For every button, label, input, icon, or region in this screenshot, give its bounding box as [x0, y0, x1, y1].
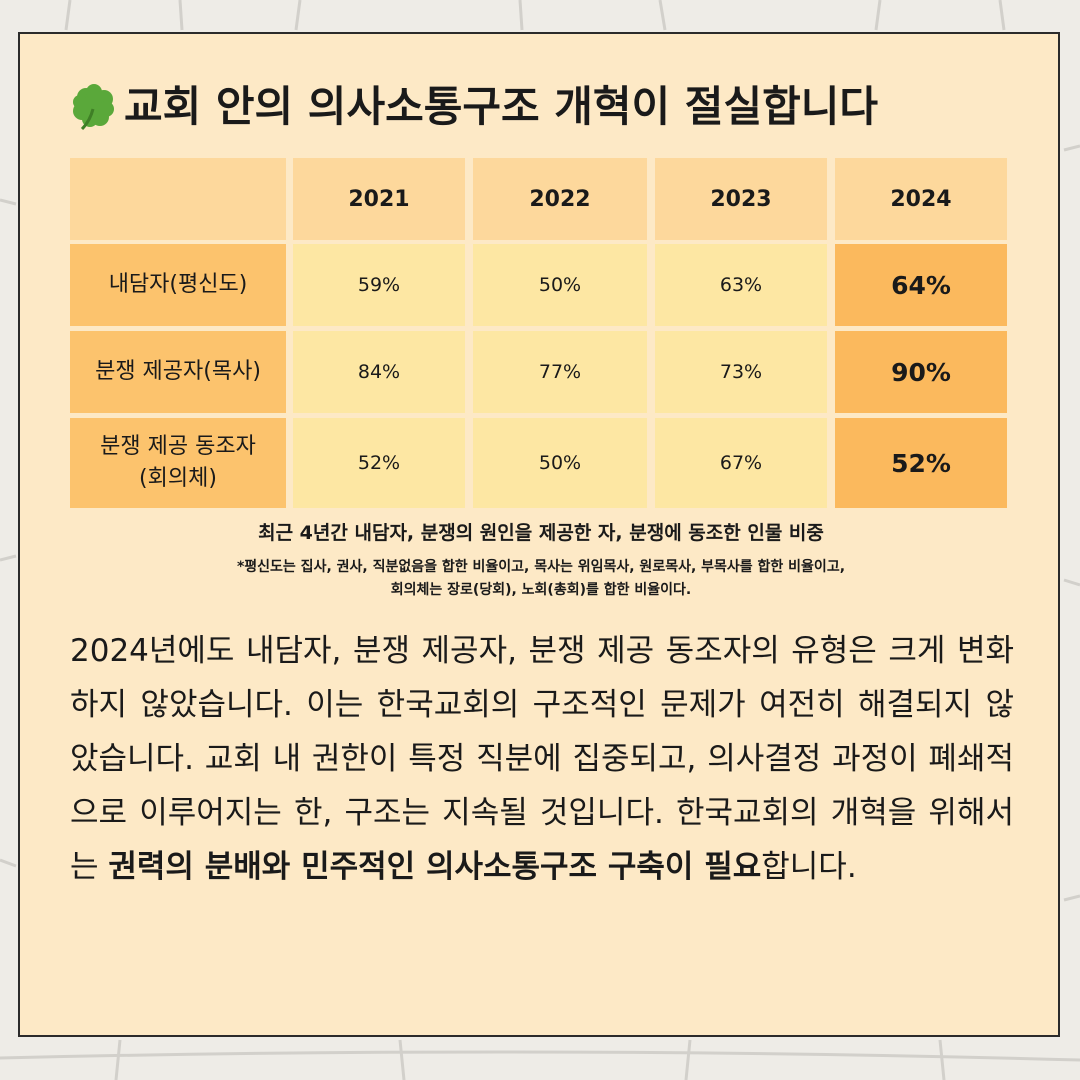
table-footnote: *평신도는 집사, 권사, 직분없음을 합한 비율이고, 목사는 위임목사, 원…: [20, 556, 1062, 602]
footnote-line: *평신도는 집사, 권사, 직분없음을 합한 비율이고, 목사는 위임목사, 원…: [236, 559, 846, 575]
table-cell: 50%: [473, 244, 647, 326]
row-label-laity: 내담자(평신도): [70, 244, 286, 326]
row-label-pastor: 분쟁 제공자(목사): [70, 331, 286, 413]
table-cell: 84%: [293, 331, 465, 413]
table-cell: 77%: [473, 331, 647, 413]
table-cell: 52%: [293, 418, 465, 508]
table-cell-highlight: 52%: [835, 418, 1007, 508]
table-header-2023: 2023: [655, 158, 827, 240]
table-cell: 73%: [655, 331, 827, 413]
table-cell: 63%: [655, 244, 827, 326]
table-cell: 59%: [293, 244, 465, 326]
page-title: 교회 안의 의사소통구조 개혁이 절실합니다: [68, 79, 878, 135]
table-header-empty: [70, 158, 286, 240]
body-text-end: 합니다.: [761, 849, 857, 885]
content-card: 교회 안의 의사소통구조 개혁이 절실합니다 2021 2022 2023 20…: [18, 32, 1060, 1037]
four-leaf-clover-icon: [73, 84, 114, 131]
table-caption: 최근 4년간 내담자, 분쟁의 원인을 제공한 자, 분쟁에 동조한 인물 비중: [258, 522, 824, 544]
table-cell-highlight: 90%: [835, 331, 1007, 413]
title-text: 교회 안의 의사소통구조 개혁이 절실합니다: [124, 82, 879, 131]
table-header-2021: 2021: [293, 158, 465, 240]
row-label-council: 분쟁 제공 동조자 (회의체): [70, 418, 286, 508]
footnote-line: 회의체는 장로(당회), 노회(총회)를 합한 비율이다.: [390, 582, 692, 598]
body-bold-text: 권력의 분배와 민주적인 의사소통구조 구축이 필요: [108, 849, 762, 885]
body-paragraph: 2024년에도 내담자, 분쟁 제공자, 분쟁 제공 동조자의 유형은 크게 변…: [70, 624, 1014, 894]
table-cell: 67%: [655, 418, 827, 508]
table-cell-highlight: 64%: [835, 244, 1007, 326]
table-cell: 50%: [473, 418, 647, 508]
table-header-2024: 2024: [835, 158, 1007, 240]
body-text: 2024년에도 내담자, 분쟁 제공자, 분쟁 제공 동조자의 유형은 크게 변…: [70, 633, 1014, 885]
table-header-2022: 2022: [473, 158, 647, 240]
